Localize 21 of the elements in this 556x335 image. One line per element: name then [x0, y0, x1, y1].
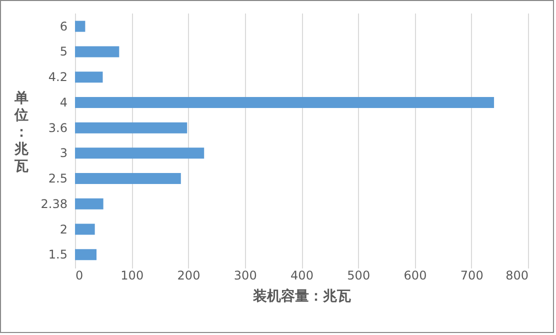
- x-tick-label: 200: [177, 268, 200, 282]
- x-axis-title: 装机容量：兆瓦: [252, 288, 351, 304]
- x-tick-label: 100: [120, 268, 144, 282]
- y-axis-title: 单位：兆瓦: [14, 90, 30, 174]
- x-tick-label: 600: [404, 268, 427, 282]
- y-tick-label: 2: [60, 222, 68, 236]
- y-tick-label: 4.2: [48, 70, 68, 84]
- x-tick-label: 700: [460, 268, 484, 282]
- y-tick-label: 2.38: [40, 196, 68, 211]
- x-tick-label: 800: [506, 268, 528, 282]
- y-tick-label: 3.6: [48, 120, 68, 135]
- x-tick-label: 400: [290, 268, 314, 282]
- y-tick-label: 2.5: [48, 172, 68, 186]
- x-tick-label: 300: [234, 268, 257, 282]
- y-tick-label: 4: [60, 95, 68, 110]
- x-tick-label: 500: [347, 268, 370, 282]
- y-tick-label: 1.5: [48, 248, 68, 262]
- y-tick-label: 3: [60, 146, 68, 160]
- y-tick-label: 6: [60, 19, 68, 34]
- y-tick-label: 5: [60, 44, 68, 59]
- x-tick-label: 0: [76, 268, 84, 282]
